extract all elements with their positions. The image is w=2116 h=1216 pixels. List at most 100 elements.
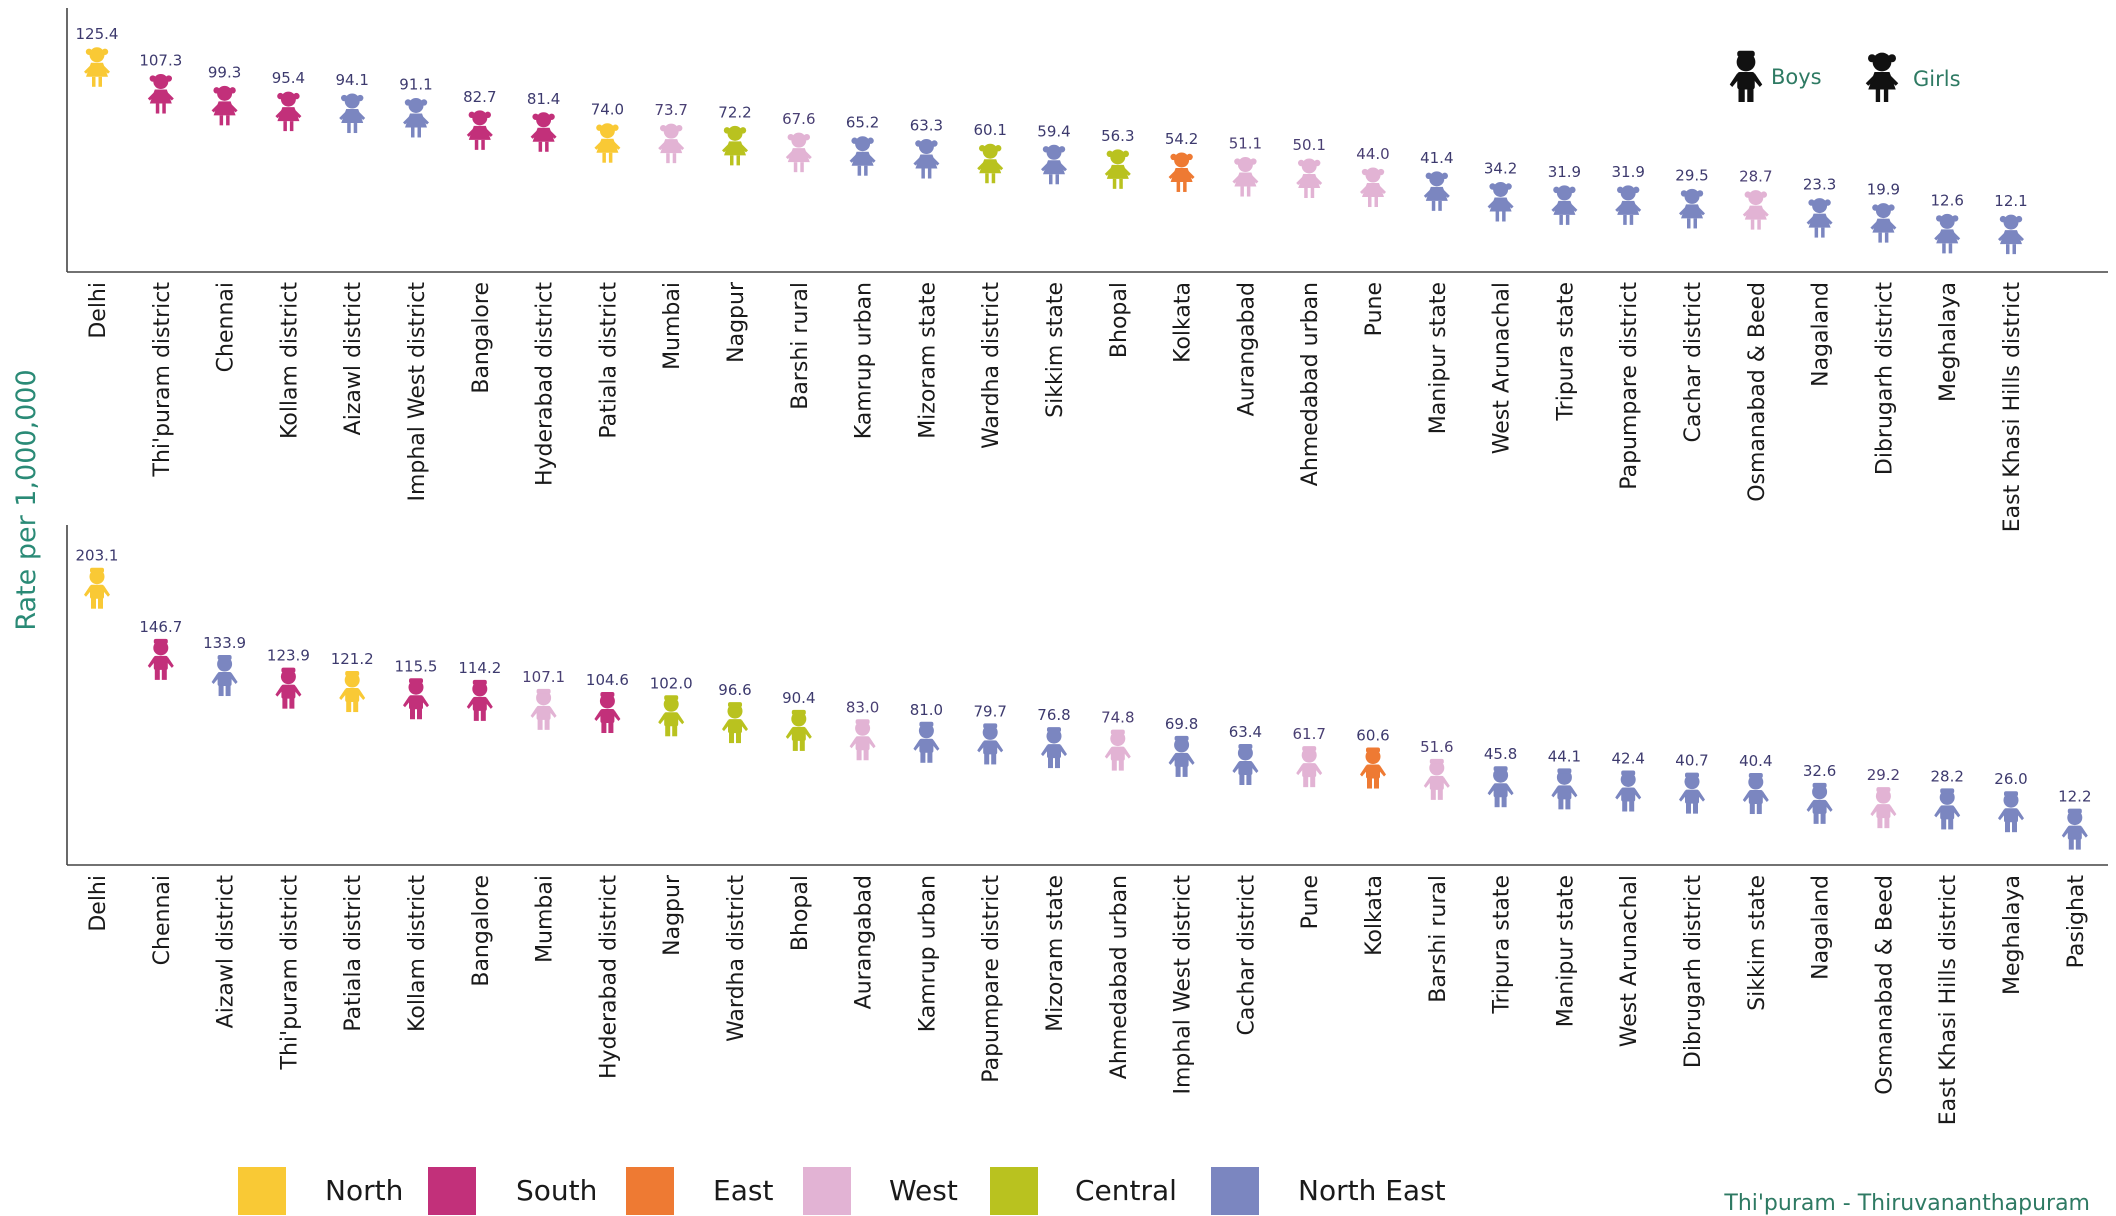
value-label-pasighat: 12.2	[2058, 788, 2091, 806]
value-label-bangalore: 82.7	[463, 88, 496, 106]
category-label-chennai: Chennai	[214, 282, 239, 372]
value-label-wardha-district: 60.1	[973, 121, 1006, 139]
boy-icon-point-papumpare-district	[977, 723, 1004, 765]
value-label-hyderabad-district: 104.6	[586, 671, 629, 689]
boy-icon-point-bangalore	[466, 679, 493, 721]
boy-icon-point-east-khasi-hills-district	[1934, 788, 1961, 830]
value-label-meghalaya: 12.6	[1930, 191, 1963, 209]
value-label-dibrugarh-district: 19.9	[1867, 181, 1900, 199]
legend-label-east: East	[713, 1174, 773, 1207]
value-label-cachar-district: 29.5	[1675, 166, 1708, 184]
value-label-dibrugarh-district: 40.7	[1675, 752, 1708, 770]
value-label-aizawl-district: 133.9	[203, 634, 246, 652]
category-label-barshi-rural: Barshi rural	[788, 282, 813, 410]
boy-icon-point-thi-puram-district	[275, 667, 302, 709]
boy-icon-point-dibrugarh-district	[1679, 772, 1705, 814]
girl-icon-point-wardha-district	[977, 143, 1004, 184]
girl-icon-point-mumbai	[658, 123, 685, 164]
category-label-mizoram-state: Mizoram state	[1043, 875, 1068, 1032]
value-label-nagaland: 23.3	[1803, 176, 1836, 194]
value-label-nagpur: 102.0	[650, 674, 693, 692]
boy-icon-point-pasighat	[2061, 808, 2088, 850]
girl-icon-point-nagpur	[722, 125, 748, 166]
boy-icon-point-bhopal	[785, 709, 812, 751]
value-label-hyderabad-district: 81.4	[527, 90, 560, 108]
legend-swatch-south	[428, 1167, 476, 1215]
value-label-pune: 61.7	[1292, 725, 1325, 743]
boy-icon-point-mizoram-state	[1041, 727, 1067, 769]
category-label-hyderabad-district: Hyderabad district	[596, 875, 621, 1079]
legend-swatch-central	[990, 1167, 1038, 1215]
girl-icon-point-papumpare-district	[1615, 185, 1642, 225]
girl-icon-point-aizawl-district	[339, 93, 366, 134]
value-label-sikkim-state: 59.4	[1037, 122, 1070, 140]
value-label-sikkim-state: 40.4	[1739, 752, 1772, 770]
value-label-mumbai: 107.1	[522, 668, 565, 686]
legend-swatch-east	[626, 1167, 674, 1215]
category-label-nagpur: Nagpur	[724, 281, 749, 363]
category-label-sikkim-state: Sikkim state	[1043, 282, 1068, 418]
value-label-aurangabad: 51.1	[1229, 135, 1262, 153]
value-label-papumpare-district: 31.9	[1611, 163, 1644, 181]
category-label-delhi: Delhi	[86, 282, 111, 339]
value-label-papumpare-district: 79.7	[973, 702, 1006, 720]
value-label-osmanabad-beed: 29.2	[1867, 766, 1900, 784]
value-label-tripura-state: 45.8	[1484, 745, 1517, 763]
legend-swatch-north-east	[1211, 1167, 1259, 1215]
value-label-mizoram-state: 76.8	[1037, 706, 1070, 724]
category-label-west-arunachal: West Arunachal	[1617, 875, 1642, 1047]
value-label-cachar-district: 63.4	[1229, 723, 1262, 741]
category-label-patiala-district: Patiala district	[596, 282, 621, 439]
category-label-nagaland: Nagaland	[1809, 875, 1834, 980]
legend-swatch-north	[238, 1167, 286, 1215]
boy-icon-point-nagpur	[658, 695, 685, 737]
girl-icon-point-aurangabad	[1232, 157, 1259, 197]
value-label-thi-puram-district: 123.9	[267, 647, 310, 665]
girl-icon-point-kollam-district	[275, 91, 302, 132]
value-label-barshi-rural: 51.6	[1420, 738, 1453, 756]
category-label-aizawl-district: Aizawl district	[341, 282, 366, 436]
girl-icon-point-ahmedabad-urban	[1296, 158, 1323, 199]
category-label-ahmedabad-urban: Ahmedabad urban	[1298, 282, 1323, 486]
value-label-chennai: 99.3	[208, 63, 241, 81]
legend-label-south: South	[516, 1174, 597, 1207]
value-label-kollam-district: 115.5	[395, 657, 438, 675]
category-label-manipur-state: Manipur state	[1426, 282, 1451, 434]
value-label-bangalore: 114.2	[458, 659, 501, 677]
category-label-kolkata: Kolkata	[1171, 282, 1196, 363]
value-label-delhi: 203.1	[76, 547, 119, 565]
value-label-imphal-west-district: 69.8	[1165, 715, 1198, 733]
category-label-kamrup-urban: Kamrup urban	[915, 875, 940, 1032]
girl-icon-point-east-khasi-hills-district	[1998, 214, 2024, 255]
girl-icon-point-imphal-west-district	[403, 97, 429, 138]
girl-icon-point-patiala-district	[594, 123, 621, 163]
value-label-east-khasi-hills-district: 12.1	[1994, 192, 2027, 210]
value-label-aurangabad: 83.0	[846, 698, 879, 716]
value-label-kolkata: 60.6	[1356, 727, 1389, 745]
category-label-papumpare-district: Papumpare district	[979, 875, 1004, 1083]
category-label-east-khasi-hills-district: East Khasi Hills district	[2000, 282, 2025, 533]
legend-label-west: West	[889, 1174, 958, 1207]
value-label-tripura-state: 31.9	[1548, 163, 1581, 181]
girls-legend-icon	[1865, 52, 1899, 102]
value-label-ahmedabad-urban: 74.8	[1101, 709, 1134, 727]
girl-icon-point-sikkim-state	[1041, 144, 1067, 185]
value-label-bhopal: 56.3	[1101, 127, 1134, 145]
category-label-aizawl-district: Aizawl district	[214, 875, 239, 1029]
category-label-bangalore: Bangalore	[469, 875, 494, 987]
girl-icon-point-chennai	[211, 85, 238, 126]
boy-icon-point-delhi	[84, 567, 110, 609]
girl-icon-point-meghalaya	[1934, 213, 1961, 254]
value-label-manipur-state: 44.1	[1548, 747, 1581, 765]
category-label-tripura-state: Tripura state	[1490, 875, 1515, 1015]
boy-icon-point-aizawl-district	[211, 655, 238, 697]
category-label-meghalaya: Meghalaya	[2000, 875, 2025, 995]
value-label-barshi-rural: 67.6	[782, 110, 815, 128]
boy-icon-point-west-arunachal	[1615, 770, 1642, 812]
category-label-bhopal: Bhopal	[1107, 282, 1132, 358]
value-label-patiala-district: 74.0	[591, 101, 624, 119]
category-label-kamrup-urban: Kamrup urban	[852, 282, 877, 439]
girl-icon-point-kolkata	[1168, 152, 1195, 192]
category-label-patiala-district: Patiala district	[341, 875, 366, 1032]
